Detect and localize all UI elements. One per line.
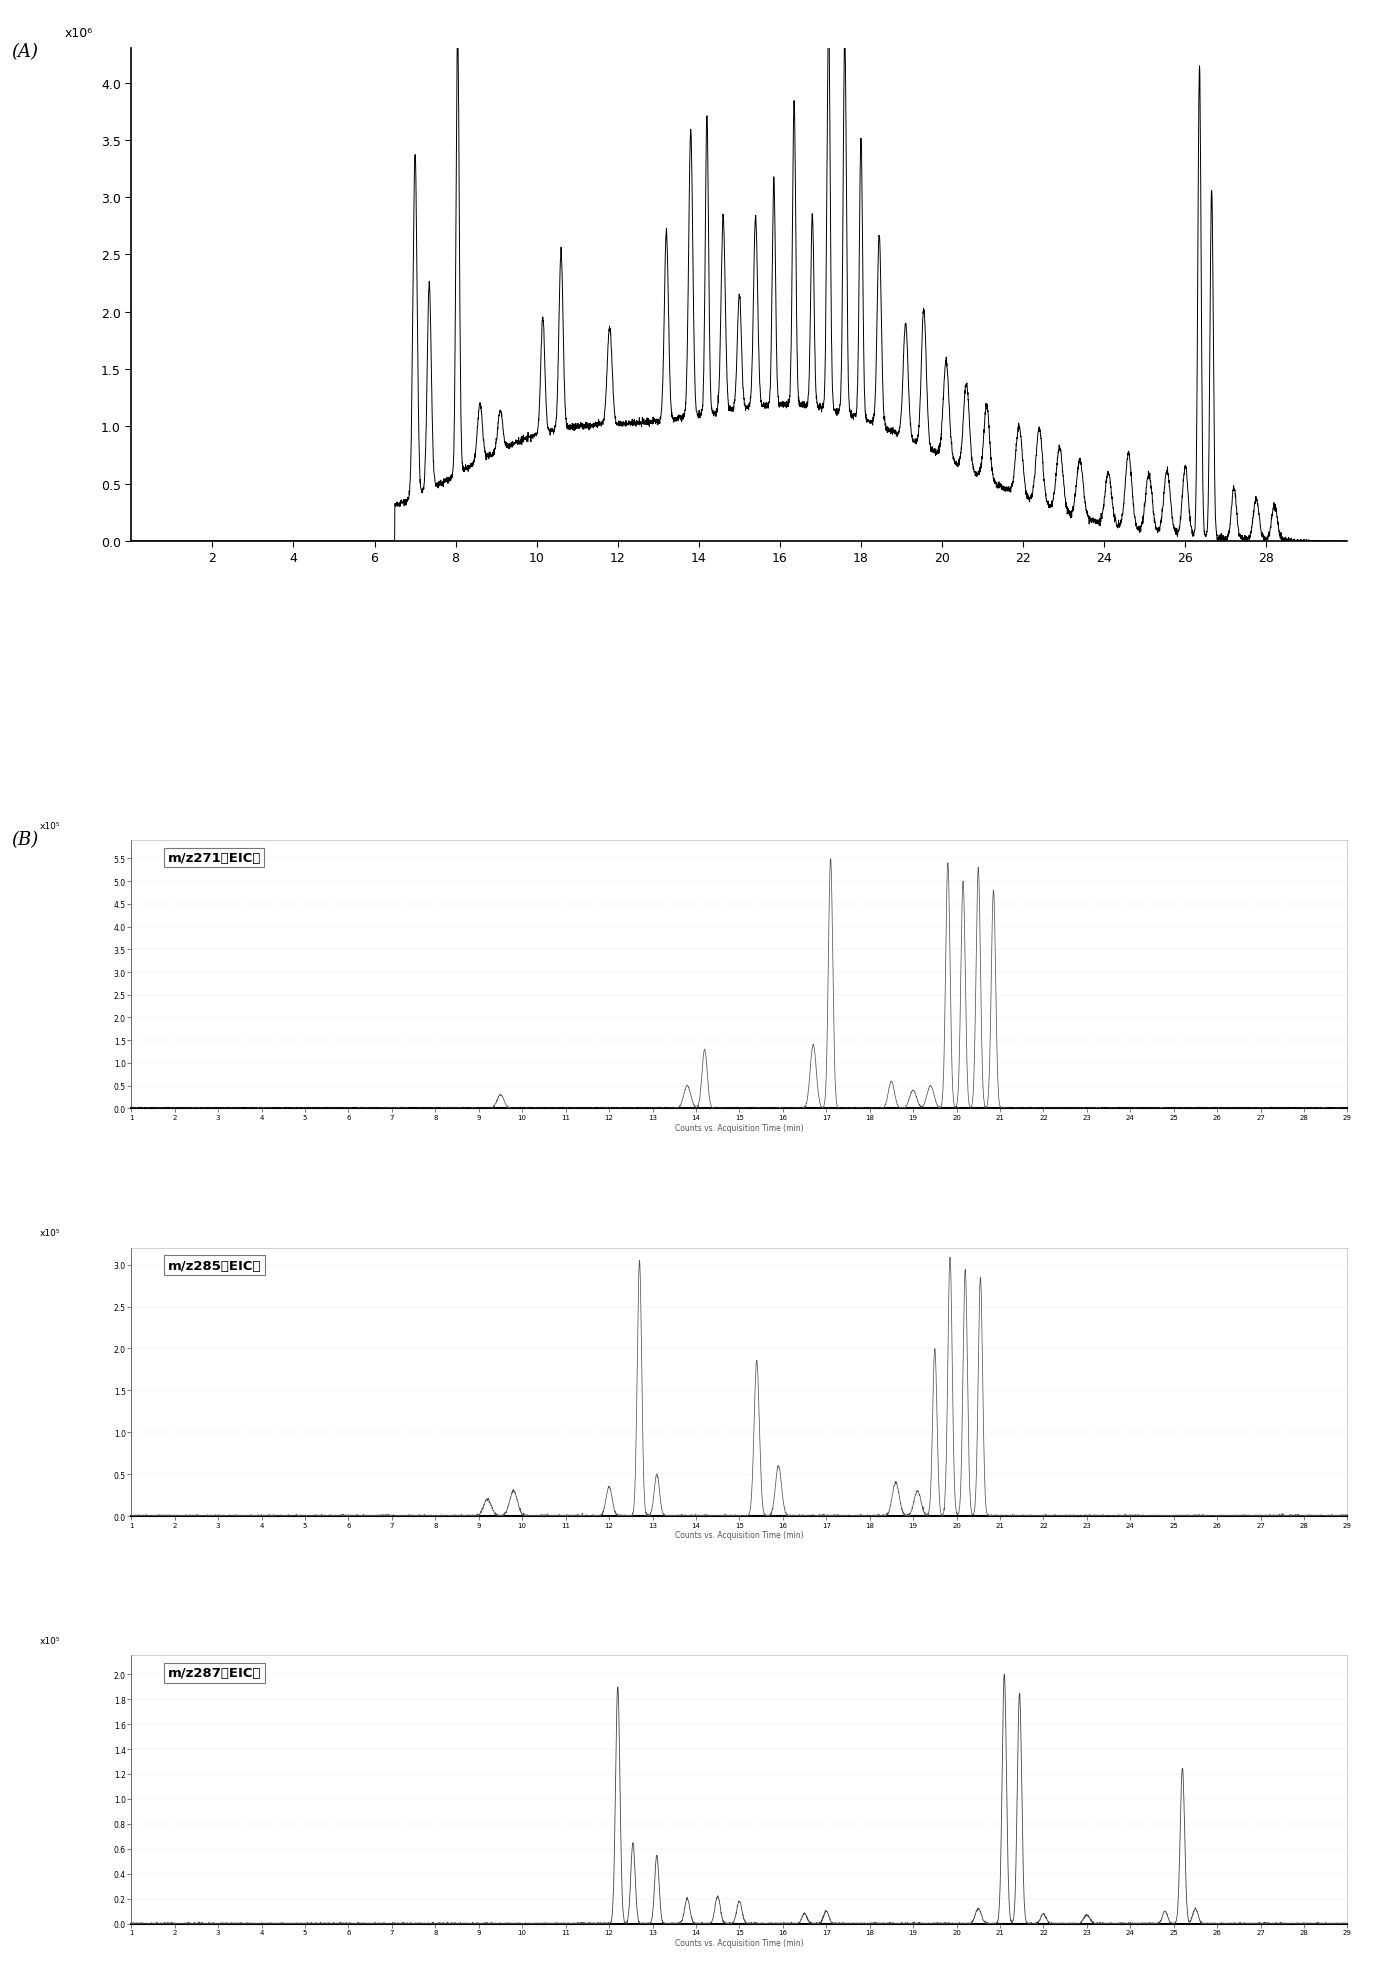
X-axis label: Counts vs. Acquisition Time (min): Counts vs. Acquisition Time (min)	[674, 1937, 804, 1947]
Text: x10⁵: x10⁵	[40, 821, 61, 831]
Text: x10⁶: x10⁶	[65, 26, 93, 39]
X-axis label: Counts vs. Acquisition Time (min): Counts vs. Acquisition Time (min)	[674, 1531, 804, 1539]
Text: m/z287的EIC图: m/z287的EIC图	[167, 1667, 261, 1679]
Text: m/z285的EIC图: m/z285的EIC图	[167, 1259, 261, 1273]
X-axis label: Counts vs. Acquisition Time (min): Counts vs. Acquisition Time (min)	[674, 1123, 804, 1133]
Text: (A): (A)	[11, 43, 39, 61]
Text: x10⁵: x10⁵	[40, 1636, 61, 1645]
Text: (B): (B)	[11, 831, 39, 848]
Text: x10⁵: x10⁵	[40, 1229, 61, 1237]
Text: m/z271的EIC图: m/z271的EIC图	[167, 852, 261, 864]
